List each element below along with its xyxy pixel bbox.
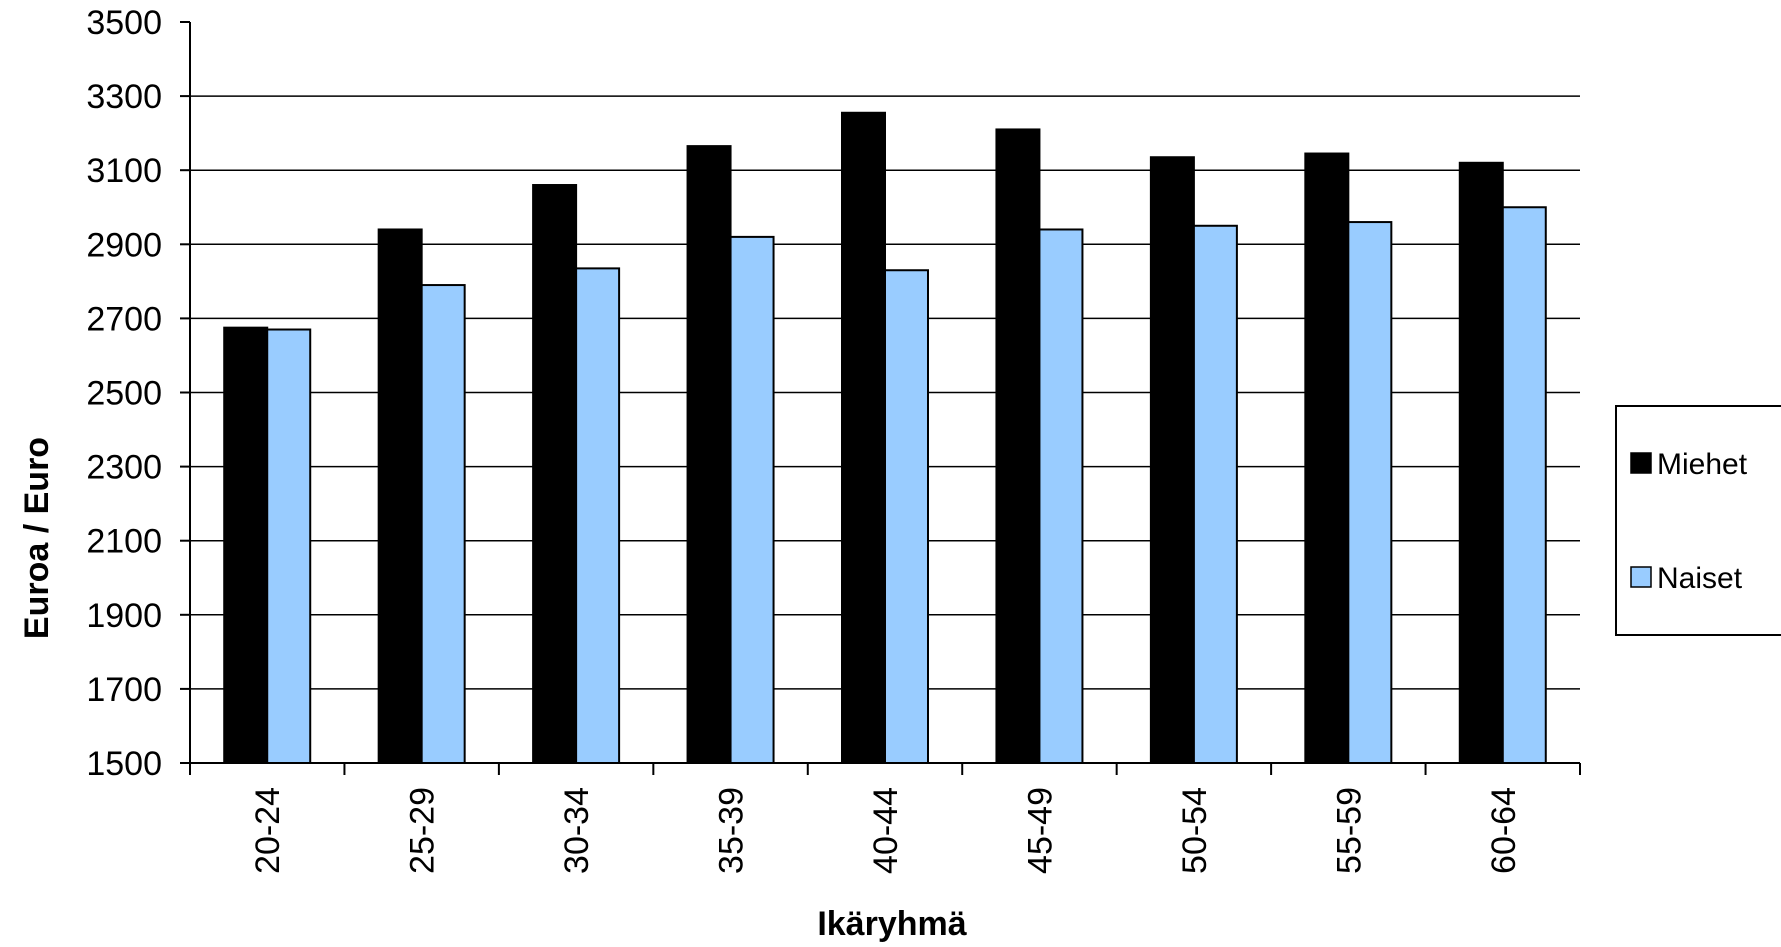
bar-naiset-55-59 [1347,221,1393,764]
bar-miehet-50-54 [1149,156,1195,765]
x-tick-label: 55-59 [1330,787,1368,874]
y-tick-label: 3100 [86,152,162,190]
bar-naiset-30-34 [575,267,621,764]
legend-swatch-miehet [1630,452,1652,474]
y-tick-label: 2700 [86,300,162,338]
x-tick-label: 60-64 [1485,787,1523,874]
bar-naiset-40-44 [884,269,929,764]
legend-swatch-naiset [1630,566,1652,588]
bar-naiset-60-64 [1501,206,1547,764]
bar-naiset-25-29 [420,284,466,764]
y-tick-label: 1900 [86,597,162,635]
y-tick-label: 2900 [86,226,162,264]
bar-miehet-45-49 [995,128,1041,764]
bar-miehet-60-64 [1458,161,1504,765]
ticks [180,21,1581,775]
bar-miehet-40-44 [841,111,886,764]
legend-label-miehet: Miehet [1657,448,1748,481]
bar-naiset-45-49 [1038,228,1084,765]
bar-miehet-35-39 [686,145,732,764]
legend-label-naiset: Naiset [1657,562,1743,595]
x-tick-label: 45-49 [1021,787,1059,874]
x-tick-label: 50-54 [1176,787,1214,874]
bar-miehet-20-24 [223,326,269,764]
y-tick-label: 3500 [86,4,162,42]
y-tick-label: 2500 [86,375,162,413]
bar-miehet-30-34 [532,184,578,764]
bar-naiset-50-54 [1192,224,1238,764]
bar-naiset-20-24 [266,328,312,764]
y-tick-labels: 1500 1700 1900 2100 2300 2500 2700 2900 3100 3300… [86,4,162,783]
x-tick-label: 40-44 [867,787,905,874]
x-tick-label: 30-34 [558,787,596,874]
y-axis-title: Euroa / Euro [18,437,56,639]
x-axis-title: Ikäryhmä [817,905,966,943]
y-tick-label: 1700 [86,671,162,709]
bar-miehet-55-59 [1304,152,1350,764]
legend-box [1615,405,1781,636]
bar-naiset-35-39 [729,235,775,764]
bars [223,111,1547,765]
y-tick-label: 3300 [86,78,162,116]
x-tick-label: 20-24 [249,787,287,874]
legend: Miehet Naiset [1615,405,1781,636]
x-tick-labels: 20-24 25-29 30-34 35-39 40-44 45-49 50-54 55-59… [249,787,1523,874]
y-tick-label: 2100 [86,523,162,561]
x-tick-label: 35-39 [713,787,751,874]
y-tick-label: 1500 [86,745,162,783]
bar-miehet-25-29 [377,228,423,765]
y-tick-label: 2300 [86,449,162,487]
x-tick-label: 25-29 [404,787,442,874]
